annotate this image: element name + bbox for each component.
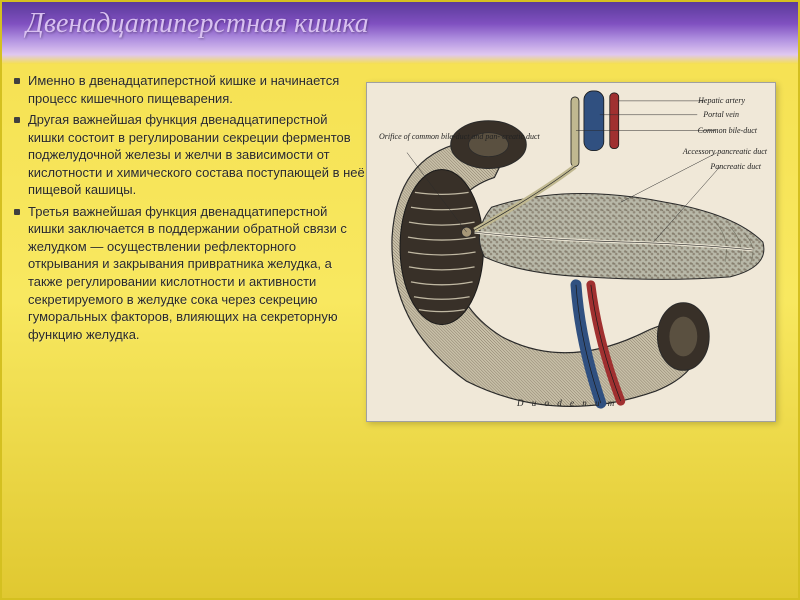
label-pancreatic-duct: Pancreatic duct (710, 163, 761, 172)
image-column: Hepatic artery Portal vein Common bile-d… (366, 72, 786, 422)
text-column: Именно в двенадцатиперстной кишке и начи… (6, 72, 366, 422)
content-area: Именно в двенадцатиперстной кишке и начи… (2, 64, 798, 422)
label-bile-duct: Common bile-duct (698, 127, 757, 136)
label-accessory-duct: Accessory pancreatic duct (683, 148, 767, 157)
anatomy-illustration: Hepatic artery Portal vein Common bile-d… (366, 82, 776, 422)
list-item: Третья важнейшая функция двенадцатиперст… (6, 203, 366, 343)
bullet-list: Именно в двенадцатиперстной кишке и начи… (6, 72, 366, 343)
label-duodenum: D u o d e n u m (517, 399, 617, 409)
title-bar: Двенадцатиперстная кишка (2, 2, 798, 64)
page-title: Двенадцатиперстная кишка (26, 8, 774, 40)
label-portal-vein: Portal vein (703, 111, 739, 120)
label-hepatic-artery: Hepatic artery (698, 97, 745, 106)
list-item: Другая важнейшая функция двенадцатиперст… (6, 111, 366, 199)
list-item: Именно в двенадцатиперстной кишке и начи… (6, 72, 366, 107)
label-orifice: Orifice of common bile-duct and pan- cre… (379, 133, 540, 142)
